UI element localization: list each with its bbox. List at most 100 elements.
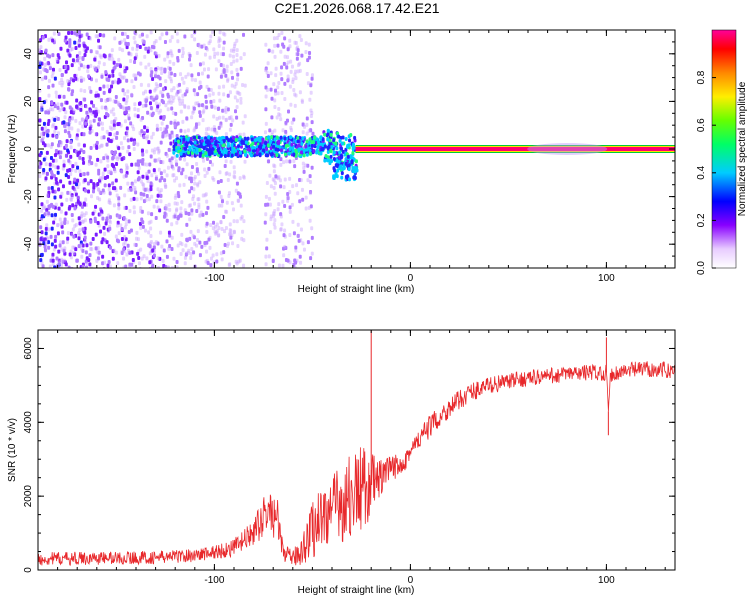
spectrogram-cell	[181, 101, 185, 106]
spectrogram-cell	[235, 98, 239, 103]
spectrogram-cell	[50, 142, 54, 147]
spectrogram-cell	[204, 131, 208, 136]
spectrogram-cell	[89, 109, 93, 114]
spectrogram-cell	[291, 219, 295, 224]
spectrogram-cell	[170, 247, 174, 252]
spectrogram-cell	[168, 38, 172, 43]
spectrogram-cell	[149, 95, 153, 100]
colorbar: 0.00.20.40.60.8 Normalized spectral ampl…	[696, 29, 748, 275]
spectrogram-cell	[203, 52, 207, 57]
spectrogram-cell	[232, 49, 236, 54]
spectrogram-cell	[200, 142, 204, 147]
spectrogram-cell	[266, 143, 270, 148]
spectrogram-cell	[302, 153, 306, 158]
spectrogram-cell	[193, 92, 197, 97]
spectrogram-cell	[126, 149, 130, 154]
spectrogram-cell	[269, 146, 273, 151]
spectrogram-cell	[229, 159, 233, 164]
spectrogram-cell	[86, 64, 90, 69]
spectrogram-cell	[272, 185, 276, 190]
spectrogram-cell	[119, 223, 123, 228]
spectrogram-cell	[110, 120, 114, 125]
spectrogram-cell	[286, 55, 290, 60]
spectrogram-cell	[73, 206, 77, 211]
spectrogram-cell	[40, 261, 44, 266]
spectrogram-cell	[122, 97, 126, 102]
spectrogram-cell	[103, 167, 107, 172]
spectrogram-cell	[302, 247, 306, 252]
spectrogram-cell	[105, 129, 109, 134]
spectrogram-cell	[190, 77, 194, 82]
spectrogram-cell	[179, 206, 183, 211]
spectrogram-cell	[63, 246, 67, 251]
spectrogram-cell	[304, 144, 308, 149]
spectrogram-cell	[68, 41, 72, 46]
spectrogram-cell	[228, 267, 230, 268]
spectrogram-cell	[306, 81, 310, 86]
spectrogram-cell	[82, 149, 86, 154]
spectrogram-cell	[80, 204, 84, 209]
spectrogram-cell	[261, 137, 265, 142]
spectrogram-cell	[41, 35, 45, 40]
spectrogram-cell	[178, 156, 182, 161]
spectrogram-cell	[202, 67, 206, 72]
spectrogram-cell	[80, 117, 84, 122]
spectrogram-cell	[85, 110, 89, 115]
spectrogram-cell	[176, 89, 180, 94]
figure-title: C2E1.2026.068.17.42.E21	[274, 0, 439, 16]
spectrogram-cell	[98, 33, 102, 38]
spectrogram-cell	[264, 68, 268, 73]
spectrogram-cell	[137, 165, 141, 170]
spectrogram-cell	[121, 75, 125, 80]
spectrogram-cell	[112, 186, 116, 191]
spectrogram-cell	[279, 117, 283, 122]
spectrogram-cell	[304, 195, 308, 200]
spectrogram-cell	[137, 256, 141, 261]
spectrogram-cell	[165, 31, 169, 36]
spectrogram-cell	[123, 32, 127, 37]
spectrogram-cell	[196, 183, 200, 188]
spectrogram-cell	[149, 73, 153, 78]
spectrogram-cell	[242, 238, 246, 243]
spectrogram-cell	[71, 58, 75, 63]
spectrogram-cell	[99, 55, 103, 60]
spectrogram-cell	[100, 105, 104, 110]
spectrogram-cell	[45, 210, 49, 215]
spectrogram-cell	[116, 223, 120, 228]
spectrogram-cell	[75, 98, 79, 103]
spectrogram-cell	[79, 101, 83, 106]
spectrogram-cell	[53, 153, 57, 158]
spectrogram-cell	[264, 262, 268, 267]
spectrogram-cell	[151, 95, 155, 100]
spectrogram-cell	[97, 250, 101, 255]
spectrogram-cell	[272, 212, 276, 217]
spectrogram-cell	[210, 127, 214, 132]
spectrogram-cell	[213, 136, 217, 141]
spectrogram-cell	[88, 155, 92, 160]
spectrogram-cell	[51, 255, 55, 260]
spectrogram-cell	[277, 112, 281, 117]
y-tick-label: 0	[23, 146, 34, 152]
spectrogram-cell	[190, 115, 194, 120]
spectrogram-cell	[279, 157, 283, 162]
spectrogram-cell	[296, 69, 300, 74]
spectrogram-cell	[267, 48, 271, 53]
spectrogram-cell	[137, 176, 141, 181]
spectrogram-cell	[61, 240, 65, 245]
spectrogram-cell	[169, 141, 173, 146]
spectrogram-cell	[111, 256, 115, 261]
spectrogram-cell	[310, 110, 314, 115]
spectrogram-cell	[304, 41, 308, 46]
spectrogram-cell	[126, 41, 130, 46]
spectrogram-cell	[202, 43, 206, 48]
spectrogram-cell	[186, 72, 190, 77]
spectrogram-cell	[266, 61, 270, 66]
spectrogram-cell	[142, 199, 146, 204]
spectrogram-cell	[347, 167, 351, 172]
spectrogram-cell	[338, 138, 342, 143]
spectrogram-cell	[89, 146, 93, 151]
spectrogram-cell	[46, 128, 50, 133]
spectrogram-cell	[223, 229, 227, 234]
spectrogram-cell	[225, 64, 229, 69]
spectrogram-cell	[283, 54, 287, 59]
